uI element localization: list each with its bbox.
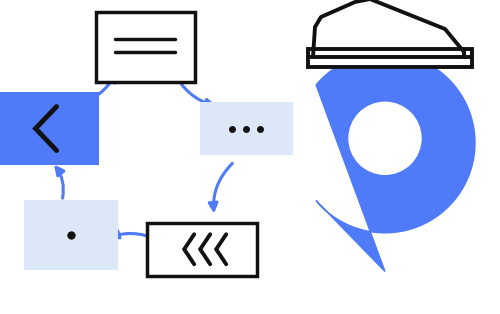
FancyBboxPatch shape xyxy=(308,49,472,67)
FancyArrowPatch shape xyxy=(174,72,213,107)
FancyArrowPatch shape xyxy=(74,74,115,106)
FancyArrowPatch shape xyxy=(56,167,64,198)
FancyBboxPatch shape xyxy=(24,200,118,270)
Circle shape xyxy=(349,102,421,174)
FancyArrowPatch shape xyxy=(209,163,233,210)
FancyBboxPatch shape xyxy=(147,223,257,275)
FancyArrowPatch shape xyxy=(112,230,165,244)
Polygon shape xyxy=(316,53,475,272)
FancyBboxPatch shape xyxy=(96,12,194,82)
FancyBboxPatch shape xyxy=(0,92,98,165)
FancyBboxPatch shape xyxy=(200,102,293,155)
